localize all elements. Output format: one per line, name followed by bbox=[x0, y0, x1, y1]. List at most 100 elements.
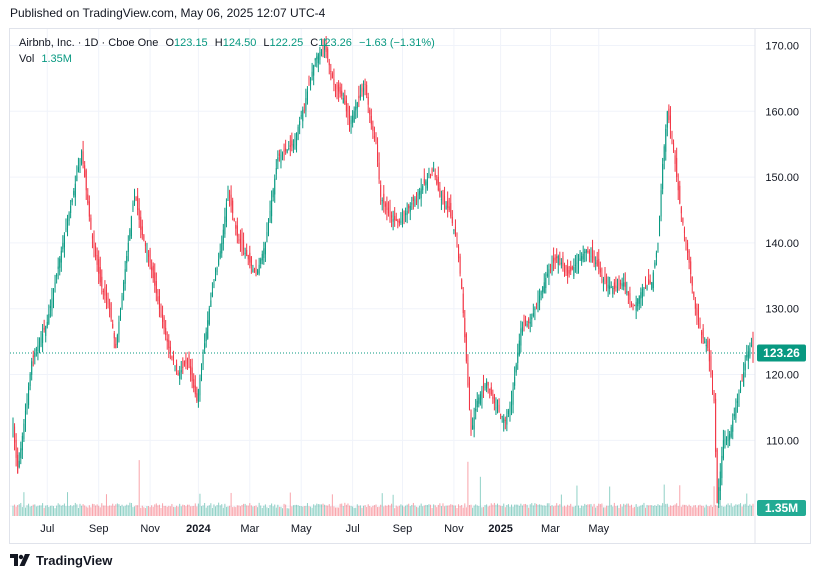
volume-bar bbox=[160, 507, 162, 516]
candle-body bbox=[258, 264, 260, 274]
candle-body bbox=[645, 283, 647, 287]
candle-body bbox=[225, 203, 227, 222]
candle-body bbox=[486, 381, 488, 389]
candle-body bbox=[282, 153, 284, 155]
volume-bar bbox=[582, 506, 584, 516]
candle-body bbox=[397, 220, 399, 223]
volume-bar bbox=[579, 507, 581, 516]
candle-body bbox=[587, 250, 589, 252]
candle-body bbox=[152, 265, 154, 278]
volume-bar bbox=[347, 503, 349, 516]
volume-bar bbox=[546, 503, 548, 516]
candle-body bbox=[219, 251, 221, 258]
volume-bar bbox=[331, 494, 333, 516]
volume-bar bbox=[82, 504, 84, 516]
volume-bar bbox=[406, 504, 408, 516]
volume-bar bbox=[585, 504, 587, 516]
price-candles bbox=[12, 36, 754, 508]
candle-body bbox=[663, 146, 665, 162]
candle-body bbox=[649, 280, 651, 284]
volume-bar bbox=[345, 504, 347, 516]
symbol-name[interactable]: Airbnb, Inc. · 1D · Cboe One bbox=[19, 37, 159, 49]
volume-bar bbox=[269, 505, 271, 516]
candle-body bbox=[196, 393, 198, 401]
volume-bar bbox=[286, 508, 288, 516]
candle-body bbox=[392, 218, 394, 222]
volume-bar bbox=[314, 505, 316, 516]
candle-body bbox=[668, 108, 670, 121]
price-tick-label: 130.00 bbox=[765, 304, 799, 316]
candle-body bbox=[461, 279, 463, 289]
candle-body bbox=[79, 158, 81, 173]
candle-body bbox=[464, 318, 466, 338]
candle-body bbox=[571, 266, 573, 270]
candle-body bbox=[674, 155, 676, 164]
candle-body bbox=[49, 306, 51, 308]
volume-bar bbox=[526, 504, 528, 516]
volume-bar bbox=[542, 505, 544, 516]
candle-body bbox=[637, 298, 639, 307]
time-tick-label: Mar bbox=[541, 523, 560, 535]
volume-bar bbox=[697, 505, 699, 516]
candle-body bbox=[70, 205, 72, 213]
volume-bar bbox=[563, 505, 565, 516]
volume-bar bbox=[62, 505, 64, 516]
footer-brand[interactable]: TradingView bbox=[10, 551, 112, 569]
volume-bar bbox=[188, 504, 190, 516]
volume-bar bbox=[152, 506, 154, 516]
volume-bar bbox=[54, 508, 56, 516]
candle-body bbox=[18, 460, 20, 468]
volume-bar bbox=[51, 505, 53, 516]
candle-body bbox=[176, 363, 178, 371]
candle-body bbox=[34, 353, 36, 358]
candle-body bbox=[623, 282, 625, 287]
volume-bar bbox=[414, 505, 416, 516]
candle-body bbox=[194, 385, 196, 395]
volume-bar bbox=[512, 506, 514, 516]
candle-body bbox=[451, 216, 453, 224]
volume-bar bbox=[638, 506, 640, 516]
candle-body bbox=[693, 291, 695, 298]
candle-body bbox=[28, 386, 30, 406]
volume-bar bbox=[255, 505, 257, 516]
time-tick-label: Jul bbox=[40, 523, 54, 535]
volume-bar bbox=[169, 506, 171, 516]
volume-bar bbox=[417, 507, 419, 516]
candle-body bbox=[563, 263, 565, 270]
candle-body bbox=[224, 216, 226, 235]
candle-body bbox=[525, 319, 527, 326]
price-tick-label: 140.00 bbox=[765, 238, 799, 250]
time-tick-label: 2024 bbox=[186, 523, 211, 535]
candle-body bbox=[643, 287, 645, 291]
volume-bar bbox=[635, 504, 637, 516]
time-tick-label: Jul bbox=[346, 523, 360, 535]
candle-body bbox=[414, 198, 416, 206]
volume-bar bbox=[626, 503, 628, 516]
volume-bar bbox=[581, 505, 583, 516]
volume-bar bbox=[481, 507, 483, 516]
volume-bar bbox=[618, 507, 620, 516]
candle-body bbox=[193, 379, 195, 388]
volume-bar bbox=[645, 507, 647, 516]
volume-bar bbox=[344, 502, 346, 516]
volume-bar bbox=[489, 505, 491, 516]
volume-bar bbox=[659, 505, 661, 516]
candle-body bbox=[535, 304, 537, 306]
candle-body bbox=[718, 487, 720, 505]
candle-body bbox=[129, 229, 131, 240]
candle-body bbox=[264, 242, 266, 255]
volume-bar bbox=[327, 505, 329, 516]
volume-bar bbox=[165, 505, 167, 516]
candle-body bbox=[462, 293, 464, 314]
volume-bar bbox=[629, 505, 631, 516]
candle-body bbox=[99, 266, 101, 283]
candle-body bbox=[479, 394, 481, 404]
symbol-legend: Airbnb, Inc. · 1D · Cboe One O123.15 H12… bbox=[19, 35, 435, 67]
candle-body bbox=[93, 239, 95, 248]
volume-bar bbox=[221, 504, 223, 516]
candle-body bbox=[730, 427, 732, 437]
volume-bar bbox=[562, 506, 564, 516]
candle-body bbox=[641, 288, 643, 298]
volume-bar bbox=[729, 505, 731, 516]
